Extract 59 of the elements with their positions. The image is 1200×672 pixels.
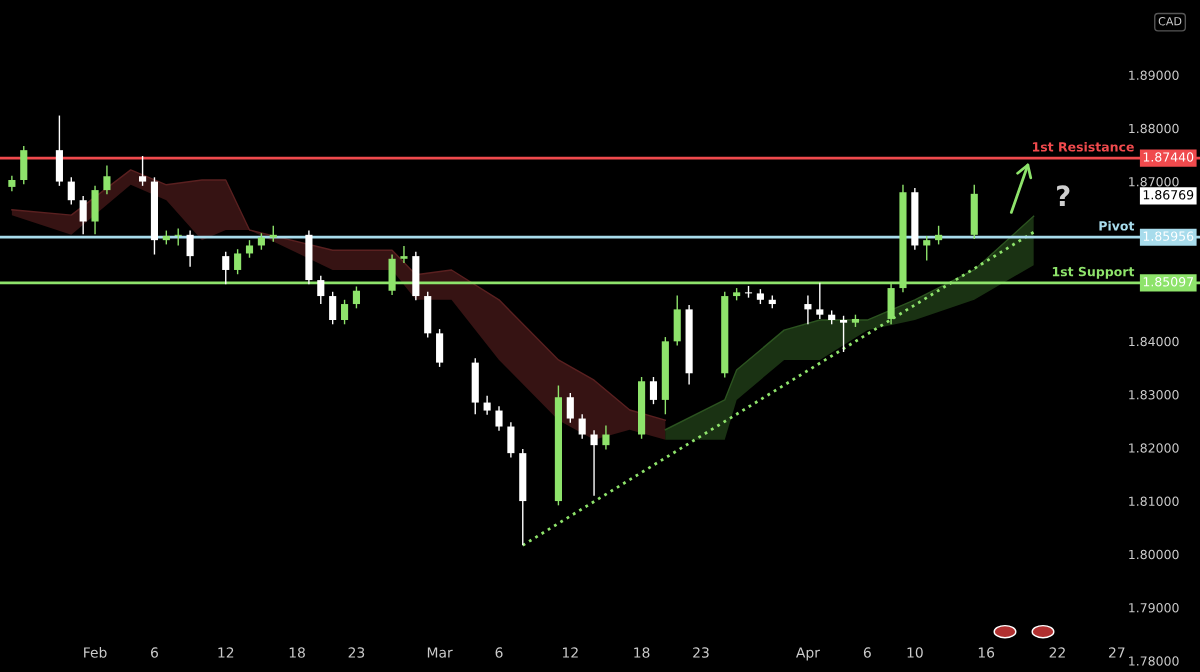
candlestick [234, 248, 242, 275]
x-tick-label: 6 [863, 647, 871, 658]
candlestick [935, 225, 943, 246]
candlestick [186, 229, 194, 268]
x-tick-label: 6 [151, 647, 158, 658]
y-tick-label: 1.88000 [1129, 123, 1179, 134]
y-tick-label: 1.83000 [1129, 390, 1179, 400]
candlestick [400, 245, 408, 264]
y-tick-label: 1.79000 [1129, 603, 1179, 613]
y-tick-label: 1.82000 [1129, 443, 1179, 453]
candlestick [566, 392, 574, 424]
candlestick [923, 235, 931, 262]
candlestick [317, 275, 325, 305]
candlestick [578, 413, 586, 440]
candlestick [67, 176, 75, 206]
candlestick [139, 155, 147, 187]
y-tick-label: 1.81000 [1129, 496, 1179, 506]
x-tick-label: 22 [1049, 647, 1065, 658]
ref-line-label: Pivot [1099, 220, 1135, 231]
x-tick-label: 18 [289, 647, 305, 658]
x-tick-label: 12 [562, 647, 578, 658]
candlestick [804, 294, 812, 325]
annotation: 1.85956 [1143, 231, 1194, 241]
annotation: 1.86769 [1143, 190, 1194, 200]
candlestick [602, 424, 610, 451]
annotation: 1.85097 [1143, 277, 1194, 287]
y-tick-label: 1.87000 [1129, 177, 1179, 187]
y-tick-label: 1.80000 [1129, 549, 1179, 560]
ref-line-label: 1st Resistance [1032, 141, 1134, 152]
candlestick [495, 405, 503, 432]
candlestick [222, 251, 230, 286]
candlestick [483, 394, 491, 416]
annotation: 1.87440 [1143, 152, 1194, 162]
y-tick-label: 1.89000 [1129, 70, 1179, 81]
x-tick-label: 6 [495, 647, 503, 658]
candlestick [340, 299, 349, 325]
x-tick-label: 16 [978, 647, 995, 658]
x-tick-label: Apr [796, 647, 820, 661]
candlestick [590, 429, 598, 497]
candlestick [79, 195, 87, 235]
candlestick [103, 164, 111, 196]
x-tick-label: 23 [693, 647, 709, 658]
candlestick [352, 285, 360, 310]
candlestick [649, 376, 658, 405]
candlestick [816, 282, 824, 320]
annotation: CAD [1158, 17, 1182, 26]
x-tick-label: 18 [634, 647, 650, 658]
y-tick-label: 1.84000 [1129, 336, 1179, 347]
x-tick-label: Mar [427, 647, 453, 658]
x-tick-label: 12 [218, 647, 234, 658]
x-tick-label: 27 [1109, 647, 1125, 658]
candlestick [329, 291, 337, 325]
y-tick-label: 1.78000 [1129, 656, 1179, 666]
ref-line-label: 1st Support [1052, 266, 1135, 279]
x-tick-label: 10 [907, 647, 923, 658]
x-tick-label: Feb [84, 647, 107, 658]
candlestick [840, 315, 848, 353]
x-tick-label: 23 [348, 647, 365, 658]
annotation: ? [1057, 185, 1070, 206]
